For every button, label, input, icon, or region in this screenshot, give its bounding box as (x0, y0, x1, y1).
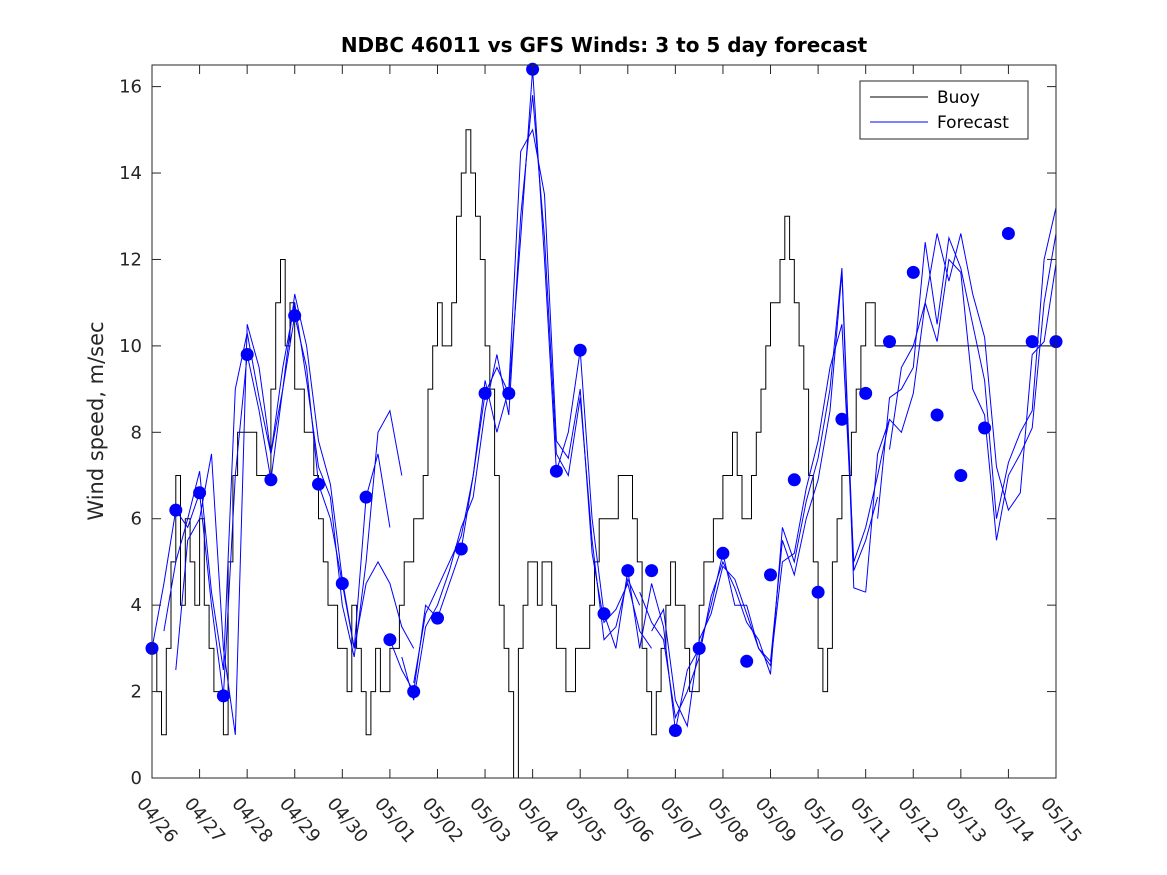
plot-area (152, 65, 1056, 778)
y-tick-label: 12 (119, 249, 142, 270)
forecast-marker (359, 490, 373, 504)
series-line-forecast (651, 324, 890, 728)
forecast-marker (312, 477, 325, 491)
forecast-marker (478, 386, 492, 400)
forecast-marker (716, 546, 730, 560)
series-line-buoy (152, 129, 1056, 779)
y-tick-label: 10 (119, 336, 142, 357)
forecast-marker (431, 611, 444, 625)
legend: Buoy Forecast (859, 80, 1029, 140)
forecast-marker (883, 335, 896, 349)
marker-layer (145, 62, 1063, 737)
forecast-marker (978, 421, 992, 435)
forecast-marker (930, 408, 944, 422)
y-tick-label: 8 (131, 422, 142, 443)
forecast-marker (454, 542, 468, 556)
forecast-marker (264, 473, 278, 487)
forecast-marker (954, 469, 968, 482)
y-tick-label: 0 (131, 768, 142, 789)
series-line-forecast (627, 272, 866, 731)
plot-frame (151, 64, 1057, 779)
forecast-marker (787, 473, 801, 487)
forecast-marker (621, 564, 635, 578)
forecast-marker (906, 265, 920, 279)
y-tick-label: 6 (131, 509, 142, 530)
forecast-marker (692, 641, 706, 655)
forecast-marker (1001, 227, 1015, 240)
forecast-marker (216, 689, 230, 703)
forecast-marker (502, 386, 516, 400)
series-line-forecast (163, 302, 403, 671)
series-line-forecast (889, 233, 1057, 512)
y-axis: 0 2 4 6 8 10 12 14 16 (119, 77, 1056, 789)
forecast-marker (407, 685, 421, 699)
series-line-forecast (175, 293, 415, 735)
forecast-marker (573, 343, 587, 357)
forecast-marker (668, 724, 682, 737)
forecast-marker (1025, 335, 1039, 349)
y-axis-label: Wind speed, m/sec (84, 321, 108, 520)
forecast-marker (645, 564, 659, 578)
forecast-marker (835, 412, 849, 426)
legend-label-buoy: Buoy (937, 88, 980, 108)
forecast-marker (335, 577, 349, 590)
series-line-forecast (413, 128, 653, 683)
y-tick-label: 4 (131, 595, 142, 616)
y-tick-label: 2 (131, 682, 142, 703)
forecast-marker (240, 348, 254, 361)
chart-title: NDBC 46011 vs GFS Winds: 3 to 5 day fore… (341, 33, 868, 57)
series-line-forecast (401, 95, 641, 701)
forecast-marker (169, 503, 183, 517)
y-tick-label: 16 (119, 77, 142, 98)
forecast-marker (597, 607, 611, 621)
forecast-marker (383, 633, 397, 647)
forecast-marker (740, 654, 754, 668)
forecast-marker (549, 464, 563, 478)
forecast-marker (764, 568, 777, 582)
forecast-marker (288, 309, 302, 323)
legend-label-forecast: Forecast (937, 113, 1009, 133)
y-tick-label: 14 (119, 163, 142, 184)
forecast-marker (859, 386, 873, 400)
forecast-marker (193, 486, 207, 500)
legend-box (859, 80, 1029, 140)
forecast-marker (811, 585, 825, 599)
